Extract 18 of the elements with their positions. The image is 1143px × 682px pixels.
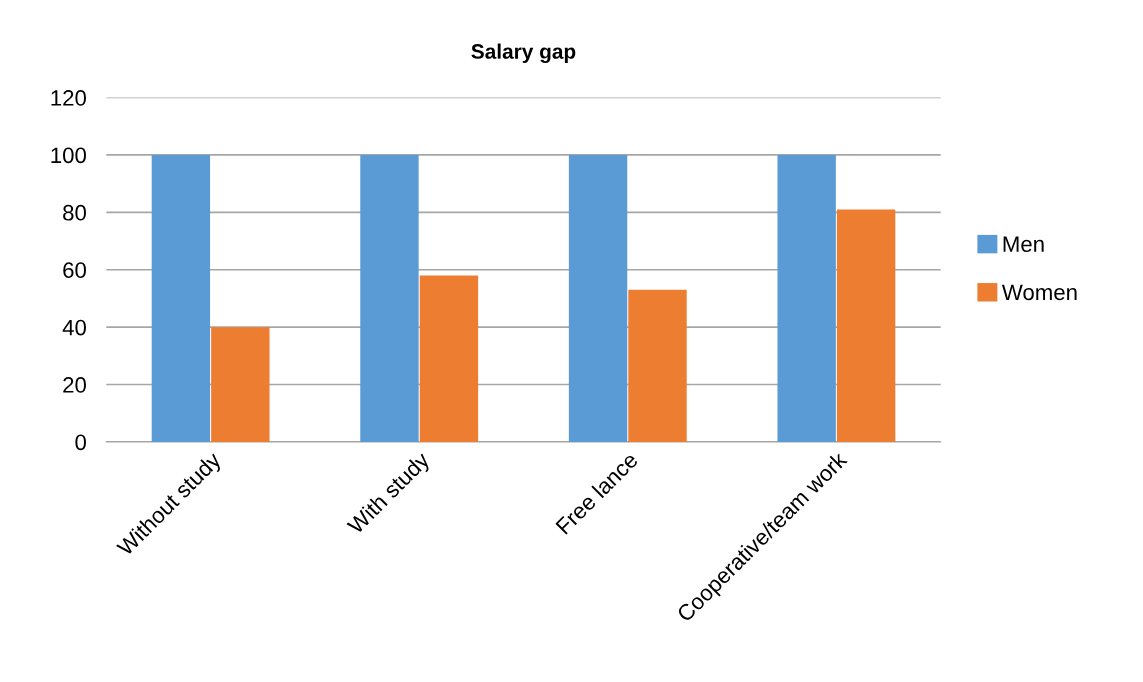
- legend-label: Women: [1001, 284, 1077, 301]
- bar: [836, 209, 896, 442]
- y-tick-label: 100: [51, 147, 86, 164]
- bar: [151, 154, 211, 442]
- bar: [211, 327, 270, 442]
- legend-label: Men: [1003, 236, 1044, 253]
- y-tick-label: 0: [75, 434, 86, 451]
- bar: [568, 154, 628, 442]
- y-tick-label: 60: [63, 262, 86, 278]
- bar: [777, 154, 836, 442]
- bar: [419, 275, 479, 442]
- y-tick-label: 20: [63, 377, 86, 393]
- y-tick-label: 40: [62, 319, 86, 336]
- y-tick-label: 80: [63, 204, 86, 221]
- bar: [628, 289, 687, 442]
- y-tick-label: 120: [51, 90, 86, 106]
- chart-title: Salary gap: [471, 43, 576, 64]
- bar: [360, 154, 419, 442]
